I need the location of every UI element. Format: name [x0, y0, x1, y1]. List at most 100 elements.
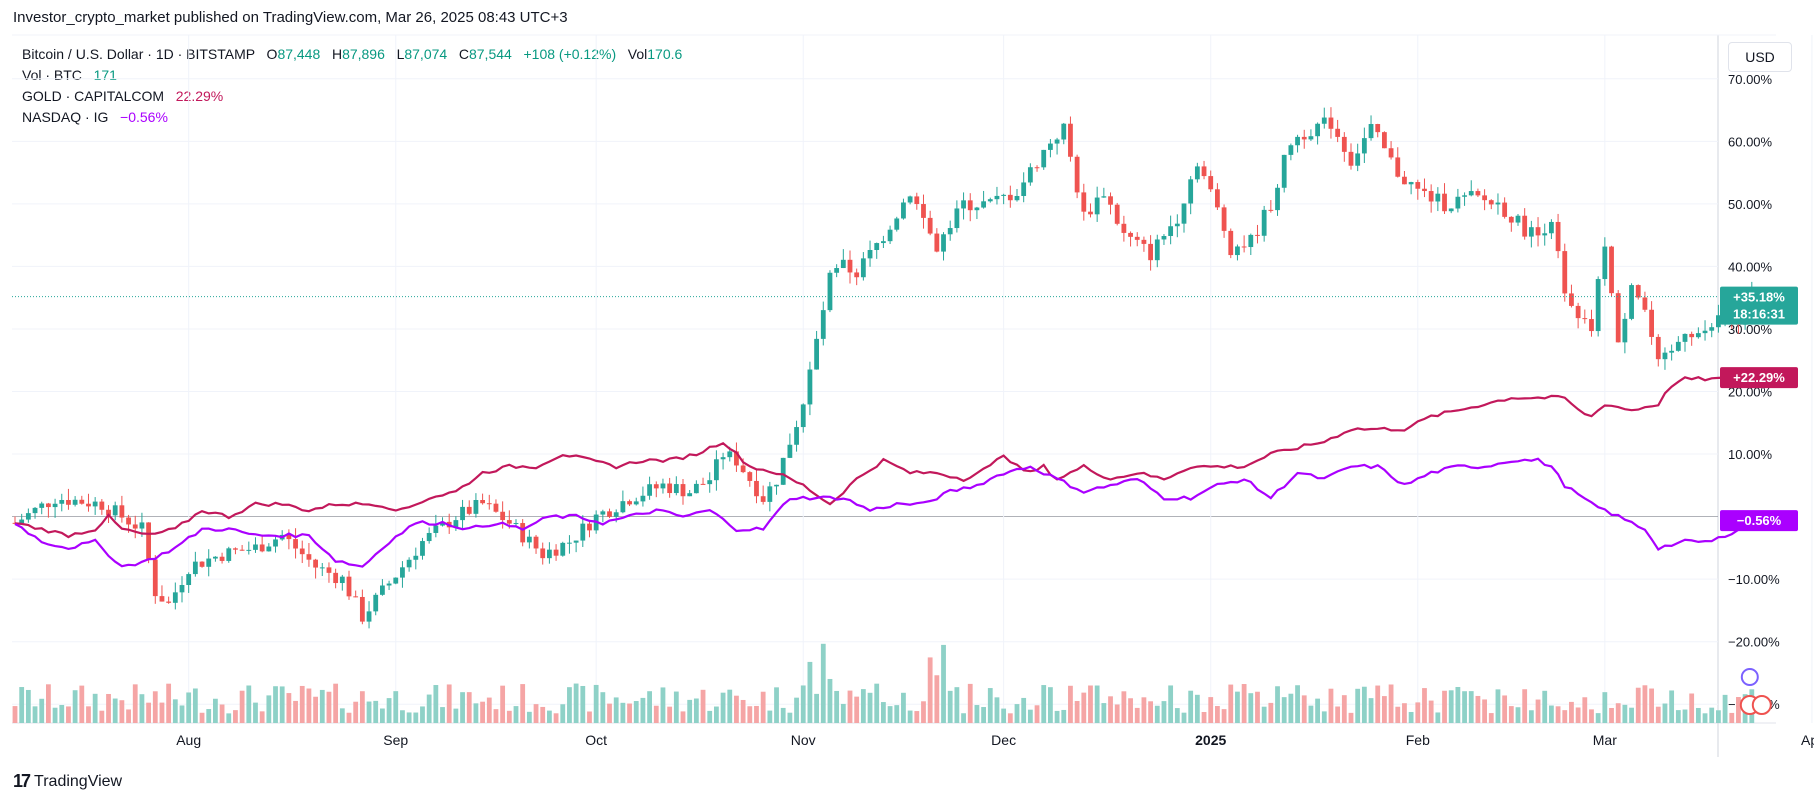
candle-body[interactable]	[440, 521, 445, 526]
candle-body[interactable]	[1622, 318, 1628, 343]
candle-body[interactable]	[420, 541, 425, 556]
candle-body[interactable]	[526, 536, 532, 543]
candle-body[interactable]	[480, 499, 485, 504]
candle-body[interactable]	[186, 574, 192, 586]
candle-body[interactable]	[1368, 124, 1374, 139]
candle-body[interactable]	[1074, 156, 1080, 193]
candle-body[interactable]	[1662, 352, 1668, 360]
candle-body[interactable]	[1007, 194, 1013, 201]
legend-symbol[interactable]: Bitcoin / U.S. Dollar · 1D · BITSTAMP	[22, 46, 255, 62]
candle-body[interactable]	[1288, 145, 1294, 155]
candle-body[interactable]	[326, 567, 332, 573]
candle-body[interactable]	[172, 592, 178, 603]
candle-body[interactable]	[740, 465, 746, 473]
candle-body[interactable]	[1054, 139, 1060, 144]
candle-body[interactable]	[814, 338, 819, 370]
candle-body[interactable]	[406, 559, 412, 568]
candle-body[interactable]	[1148, 243, 1153, 261]
candle-body[interactable]	[941, 234, 946, 252]
candle-body[interactable]	[1134, 236, 1140, 240]
candle-body[interactable]	[1328, 117, 1334, 129]
candle-body[interactable]	[12, 522, 18, 524]
candle-body[interactable]	[1114, 204, 1120, 224]
candle-body[interactable]	[433, 525, 439, 533]
candle-body[interactable]	[607, 511, 612, 517]
candle-body[interactable]	[493, 503, 499, 512]
candle-body[interactable]	[1021, 182, 1027, 196]
legend-gold-row[interactable]: GOLD · CAPITALCOM 22.29%	[22, 86, 682, 107]
candle-body[interactable]	[119, 505, 125, 518]
candle-body[interactable]	[159, 596, 165, 602]
candle-body[interactable]	[820, 310, 826, 339]
candle-body[interactable]	[1635, 285, 1641, 298]
candle-body[interactable]	[393, 577, 399, 584]
candle-body[interactable]	[1215, 189, 1220, 208]
candle-body[interactable]	[1642, 297, 1648, 310]
candle-body[interactable]	[1281, 154, 1287, 188]
candle-body[interactable]	[1569, 293, 1574, 306]
candle-body[interactable]	[373, 594, 379, 612]
candle-body[interactable]	[1649, 309, 1654, 337]
candle-body[interactable]	[286, 534, 292, 540]
nasdaq-series-line[interactable]	[14, 457, 1753, 568]
candle-body[interactable]	[874, 243, 880, 250]
candle-body[interactable]	[1081, 192, 1087, 212]
candle-body[interactable]	[693, 483, 699, 494]
candle-body[interactable]	[800, 404, 806, 428]
candle-body[interactable]	[1716, 315, 1721, 328]
candle-body[interactable]	[914, 196, 920, 205]
candle-body[interactable]	[854, 272, 860, 278]
candle-body[interactable]	[1495, 202, 1501, 205]
candle-body[interactable]	[1014, 195, 1020, 201]
candle-body[interactable]	[760, 496, 766, 502]
candle-body[interactable]	[1549, 221, 1554, 234]
candle-body[interactable]	[1395, 157, 1401, 177]
candle-body[interactable]	[1442, 193, 1447, 212]
candle-body[interactable]	[259, 544, 265, 552]
candle-body[interactable]	[500, 511, 506, 521]
candle-body[interactable]	[1629, 285, 1634, 319]
candle-body[interactable]	[1515, 215, 1521, 223]
candle-body[interactable]	[981, 201, 986, 208]
candle-body[interactable]	[453, 520, 459, 528]
candle-body[interactable]	[1315, 123, 1320, 137]
candle-body[interactable]	[1682, 333, 1688, 342]
candle-body[interactable]	[720, 457, 726, 460]
candle-body[interactable]	[780, 457, 786, 485]
candle-body[interactable]	[1655, 336, 1661, 360]
candle-body[interactable]	[139, 522, 145, 529]
candle-body[interactable]	[673, 484, 679, 494]
candle-body[interactable]	[1502, 202, 1508, 217]
candle-body[interactable]	[1435, 193, 1441, 202]
event-spark-icon[interactable]	[1740, 668, 1759, 686]
candle-body[interactable]	[1181, 203, 1187, 224]
candle-body[interactable]	[680, 484, 686, 497]
candle-body[interactable]	[1088, 211, 1093, 215]
candle-body[interactable]	[1295, 136, 1300, 146]
candle-body[interactable]	[1615, 293, 1621, 343]
candle-body[interactable]	[1361, 138, 1367, 154]
candle-body[interactable]	[540, 548, 546, 559]
candle-body[interactable]	[787, 444, 793, 458]
candle-body[interactable]	[1188, 179, 1194, 204]
candle-body[interactable]	[1388, 148, 1394, 158]
candle-body[interactable]	[901, 202, 906, 219]
candle-body[interactable]	[580, 523, 586, 541]
candle-body[interactable]	[1609, 246, 1614, 294]
candle-body[interactable]	[1228, 230, 1234, 256]
candle-body[interactable]	[1201, 166, 1207, 177]
candle-body[interactable]	[834, 268, 840, 273]
candle-body[interactable]	[613, 512, 619, 517]
candle-body[interactable]	[299, 548, 305, 555]
candle-body[interactable]	[1462, 195, 1467, 197]
candle-body[interactable]	[1121, 223, 1127, 233]
candle-body[interactable]	[366, 611, 372, 622]
candle-body[interactable]	[1562, 251, 1568, 294]
candle-body[interactable]	[881, 241, 886, 244]
candle-body[interactable]	[1428, 191, 1434, 202]
candle-body[interactable]	[627, 501, 632, 505]
candle-body[interactable]	[126, 517, 131, 525]
candle-body[interactable]	[19, 519, 25, 524]
candle-body[interactable]	[1488, 200, 1494, 205]
